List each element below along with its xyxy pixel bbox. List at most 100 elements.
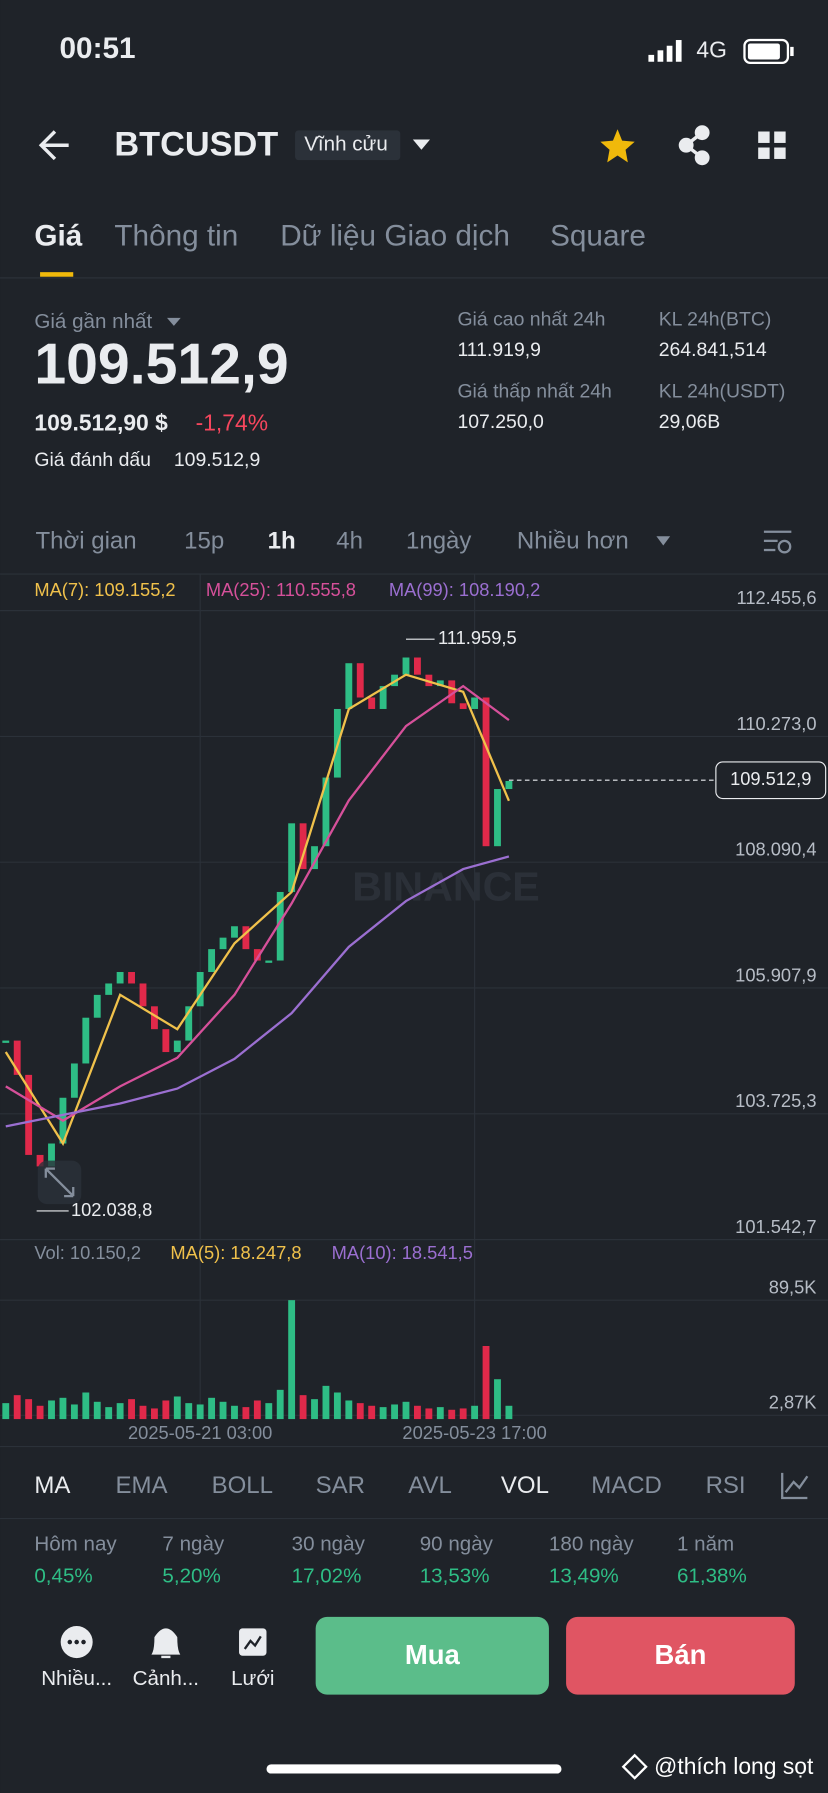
tab[interactable]: Giá: [34, 220, 82, 253]
indicator[interactable]: BOLL: [212, 1472, 273, 1499]
dropdown-icon[interactable]: [167, 317, 181, 326]
indicator[interactable]: AVL: [408, 1472, 452, 1499]
tab[interactable]: Square: [550, 220, 646, 253]
candle: [105, 983, 113, 995]
volume-bar: [13, 1395, 21, 1420]
chart-settings[interactable]: [763, 530, 792, 554]
layout-button[interactable]: [758, 131, 786, 159]
interval[interactable]: 1ngày: [406, 527, 471, 554]
interval[interactable]: 15p: [184, 527, 224, 554]
volume-bar: [173, 1396, 181, 1420]
candle: [436, 680, 444, 687]
x-tick-label: 2025-05-21 03:00: [128, 1422, 272, 1443]
indicator[interactable]: VOL: [501, 1472, 549, 1499]
volume-bar: [368, 1405, 376, 1420]
candle: [82, 1017, 90, 1064]
indicator[interactable]: RSI: [706, 1472, 746, 1499]
fullscreen-glyph: [44, 1167, 75, 1198]
volume-bar: [391, 1404, 398, 1420]
volume-bar: [70, 1404, 78, 1420]
candle: [36, 1154, 44, 1167]
volume-bar: [253, 1400, 261, 1420]
ma-legend: MA(7): 109.155,2: [34, 579, 175, 600]
mark-price: 109.512,9: [174, 449, 260, 471]
symbol-dropdown[interactable]: [412, 139, 431, 150]
interval[interactable]: 4h: [336, 527, 363, 554]
tab[interactable]: Thông tin: [114, 220, 238, 253]
period-label: 30 ngày: [292, 1532, 366, 1555]
action-label[interactable]: Nhiều...: [41, 1667, 112, 1690]
volume-ma-legend: MA(5): 18.247,8: [170, 1242, 301, 1263]
indicator[interactable]: SAR: [316, 1472, 365, 1499]
buy-button[interactable]: [315, 1616, 549, 1695]
last-price: 109.512,9: [34, 332, 288, 396]
watermark: BINANCE: [352, 864, 540, 910]
status-network: 4G: [696, 36, 727, 62]
y-tick-label: 2,87K: [769, 1392, 817, 1413]
candle: [505, 781, 513, 790]
volume-bar: [185, 1403, 193, 1420]
candle: [471, 697, 479, 709]
sell-button[interactable]: [566, 1616, 795, 1695]
candle: [173, 1040, 181, 1053]
volume-bar: [208, 1397, 216, 1420]
volume-bar: [482, 1345, 490, 1420]
ma-legend: MA(25): 110.555,8: [206, 579, 356, 600]
action-label[interactable]: Lưới: [231, 1667, 274, 1690]
period-label: Hôm nay: [34, 1532, 117, 1555]
action-label[interactable]: Cảnh...: [133, 1667, 199, 1690]
back-button[interactable]: [38, 130, 69, 161]
contract-tag: [295, 130, 401, 161]
candle: [70, 1063, 78, 1098]
candle: [231, 926, 238, 938]
indicator-settings[interactable]: [781, 1472, 809, 1500]
alert-icon[interactable]: [151, 1628, 181, 1659]
period-label: 90 ngày: [420, 1532, 494, 1555]
volume-bar: [116, 1403, 124, 1420]
volume-bar: [471, 1405, 479, 1420]
volume-bar: [150, 1408, 158, 1420]
period-return: 0,45%: [34, 1564, 92, 1587]
mark-price-label: Giá đánh dấu: [34, 449, 151, 471]
volume-bar: [322, 1385, 330, 1420]
volume-bar: [59, 1397, 67, 1420]
indicator[interactable]: EMA: [116, 1472, 168, 1499]
interval[interactable]: Thời gian: [36, 527, 137, 554]
candle: [311, 846, 318, 870]
tab[interactable]: Dữ liệu Giao dịch: [280, 220, 510, 253]
volume-bar: [311, 1399, 318, 1420]
y-tick-label: 103.725,3: [735, 1090, 816, 1111]
volume-bar: [345, 1400, 353, 1420]
y-tick-label: 89,5K: [769, 1277, 817, 1298]
watermark: @thích long sọt: [654, 1753, 814, 1779]
share-button[interactable]: [678, 125, 710, 166]
indicator[interactable]: MA: [34, 1472, 70, 1499]
volume-bar: [288, 1300, 296, 1420]
candle: [276, 891, 284, 961]
volume-bar: [219, 1401, 227, 1420]
candle: [93, 994, 101, 1018]
interval[interactable]: Nhiều hơn: [517, 527, 629, 554]
volume-bar: [36, 1405, 44, 1420]
usd-price: 109.512,90 $: [34, 409, 168, 435]
dot: [67, 1639, 73, 1645]
candle: [322, 777, 330, 847]
grid-bot-glyph: [243, 1635, 262, 1650]
indicator[interactable]: MACD: [591, 1472, 662, 1499]
candle: [345, 663, 353, 709]
period-return: 13,53%: [420, 1564, 490, 1587]
period-label: 1 năm: [677, 1532, 734, 1555]
candle: [162, 1029, 170, 1053]
favorite-star[interactable]: [600, 129, 635, 163]
interval[interactable]: 1h: [268, 527, 296, 554]
more-dropdown[interactable]: [656, 536, 671, 546]
active-tab-indicator: [40, 272, 74, 277]
candle: [494, 789, 501, 847]
price-change: -1,74%: [196, 409, 268, 435]
sell-label: Bán: [655, 1639, 707, 1670]
candle: [448, 680, 456, 704]
period-label: 7 ngày: [162, 1532, 224, 1555]
stat-value: 111.919,9: [457, 339, 541, 361]
volume-bar: [448, 1409, 456, 1420]
